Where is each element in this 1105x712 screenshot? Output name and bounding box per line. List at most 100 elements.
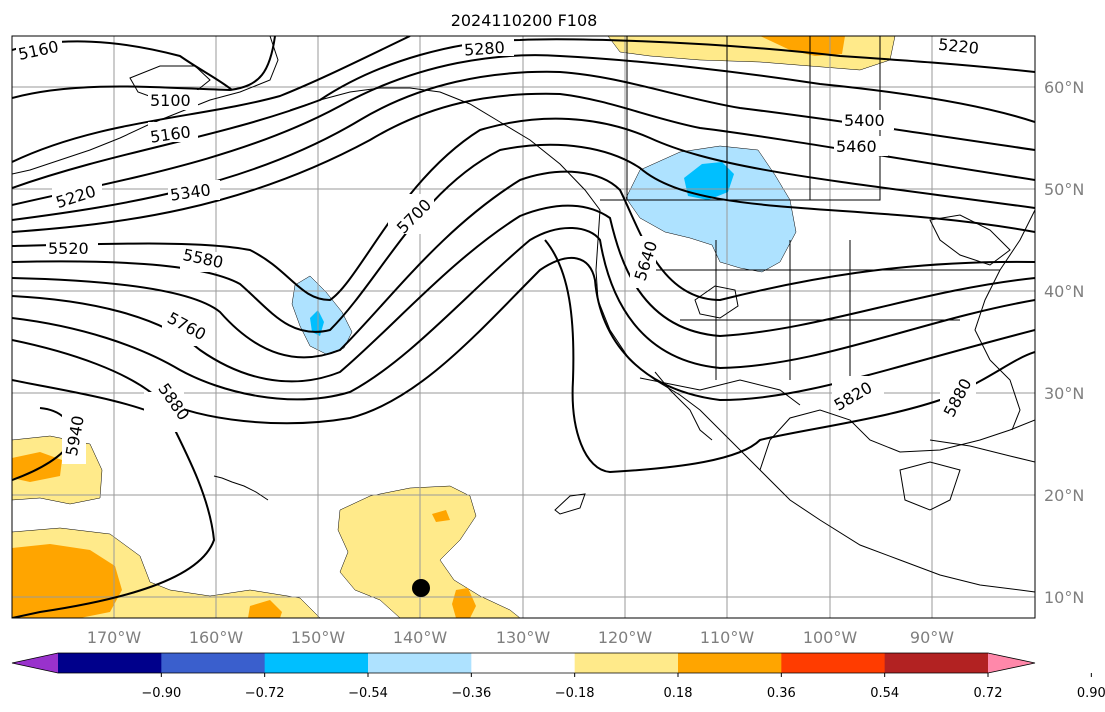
hawaii: [213, 475, 269, 501]
lat-label: 50°N: [1044, 180, 1084, 199]
great-lakes: [929, 214, 1011, 266]
colorbar-segment: [678, 653, 782, 673]
colorbar-tick-label: 0.36: [767, 686, 796, 701]
latitude-labels: 60°N 50°N 40°N 30°N 20°N 10°N: [1044, 78, 1084, 607]
label-background: [388, 194, 434, 234]
lon-label: 110°W: [700, 628, 755, 647]
colorbar-segment: [264, 653, 369, 673]
colorbar-tick-label: 0.54: [870, 686, 899, 701]
colorbar-tick-label: 0.18: [664, 686, 693, 701]
positive-anomaly-core: [248, 600, 282, 618]
label-background: [462, 36, 514, 56]
positive-anomaly-core: [452, 588, 476, 618]
island-outline: [554, 493, 586, 515]
lat-label: 60°N: [1044, 78, 1084, 97]
colorbar-tick-label: −0.18: [555, 686, 595, 701]
colorbar-tick-label: 0.72: [974, 686, 1003, 701]
lat-label: 10°N: [1044, 588, 1084, 607]
label-background: [834, 136, 888, 156]
lon-label: 160°W: [189, 628, 244, 647]
east-coast: [974, 209, 1035, 361]
contour-label: 5520: [48, 239, 89, 258]
us-mexico-border: [639, 377, 801, 406]
contour-label: 5400: [844, 111, 885, 130]
lon-label: 170°W: [87, 628, 142, 647]
label-background: [52, 178, 102, 198]
label-background: [832, 376, 884, 412]
colorbar-segment: [471, 653, 576, 673]
label-background: [148, 90, 198, 110]
lon-label: 100°W: [803, 628, 858, 647]
contour-5220: [12, 36, 411, 163]
alaska-peninsula-coast: [289, 87, 601, 211]
label-background: [148, 122, 198, 142]
state-border: [640, 240, 1000, 380]
label-background: [46, 238, 98, 258]
lat-label: 30°N: [1044, 384, 1084, 403]
positive-anomaly-area: [337, 485, 521, 618]
colorbar-tick-label: 0.90: [1077, 686, 1105, 701]
contour-labels: 5160 5100 5160 5220 5340 5520 5580 5760 …: [16, 35, 990, 464]
negative-anomaly-area: [625, 145, 797, 273]
map-title: 2024110200 F108: [451, 11, 598, 30]
map-frame: [11, 35, 1036, 619]
colorbar-tick-label: −0.54: [348, 686, 388, 701]
contour-5580: [12, 143, 1035, 333]
contour-label: 5220: [937, 35, 979, 58]
contour-5640: [12, 170, 1035, 359]
colorbar-outline: [11, 652, 1036, 674]
colorbar: −0.90 −0.72 −0.54 −0.36 −0.18 0.18 0.36 0.54 0.7…: [11, 652, 1105, 701]
contour-5280: [12, 38, 1035, 189]
contour-5760: [12, 227, 1035, 401]
colorbar-segment: [574, 653, 679, 673]
contour-label: 5460: [836, 137, 877, 156]
positive-anomaly-core: [12, 544, 122, 618]
colorbar-segment: [368, 653, 472, 673]
negative-anomaly-area: [291, 275, 353, 355]
contour-label: 5100: [150, 91, 191, 110]
contour-label: 5280: [463, 38, 505, 60]
label-background: [936, 38, 990, 58]
label-background: [162, 322, 214, 346]
anomaly-shading: [12, 36, 896, 618]
contour-5880: [12, 379, 216, 618]
label-background: [180, 252, 232, 272]
gulf-coast: [759, 409, 1035, 471]
lon-label: 130°W: [496, 628, 551, 647]
label-background: [842, 110, 894, 130]
label-background: [144, 392, 184, 432]
negative-anomaly-core: [310, 310, 324, 336]
lat-label: 40°N: [1044, 282, 1084, 301]
colorbar-segment: [884, 653, 989, 673]
lon-label: 90°W: [910, 628, 954, 647]
storm-center-marker: [412, 579, 430, 597]
label-background: [940, 372, 976, 418]
longitude-labels: 170°W 160°W 150°W 140°W 130°W 120°W 110°…: [87, 628, 954, 647]
colorbar-segment: [58, 653, 162, 673]
lat-label: 20°N: [1044, 486, 1084, 505]
yucatan-coast: [899, 461, 961, 511]
contour-5700: [12, 204, 1035, 383]
island-outline: [694, 285, 739, 319]
colorbar-segment: [161, 653, 266, 673]
cuba-coast: [929, 439, 1035, 463]
negative-anomaly-core: [684, 162, 734, 200]
colorbar-tick-label: −0.90: [141, 686, 181, 701]
contour-5460: [12, 92, 1035, 233]
colorbar-extend-max: [988, 653, 1035, 673]
colorbar-tick-label: −0.72: [245, 686, 285, 701]
label-background: [168, 180, 220, 200]
label-background: [630, 236, 656, 288]
contour-5160: [12, 36, 276, 99]
colorbar-extend-min: [12, 653, 58, 673]
lon-label: 120°W: [598, 628, 653, 647]
label-background: [62, 410, 86, 464]
positive-anomaly-core: [432, 510, 450, 522]
lon-label: 140°W: [393, 628, 448, 647]
positive-anomaly-core: [760, 36, 845, 56]
lon-label: 150°W: [291, 628, 346, 647]
label-background: [16, 40, 62, 60]
colorbar-tick-label: −0.36: [451, 686, 491, 701]
contour-5340: [12, 54, 1035, 206]
